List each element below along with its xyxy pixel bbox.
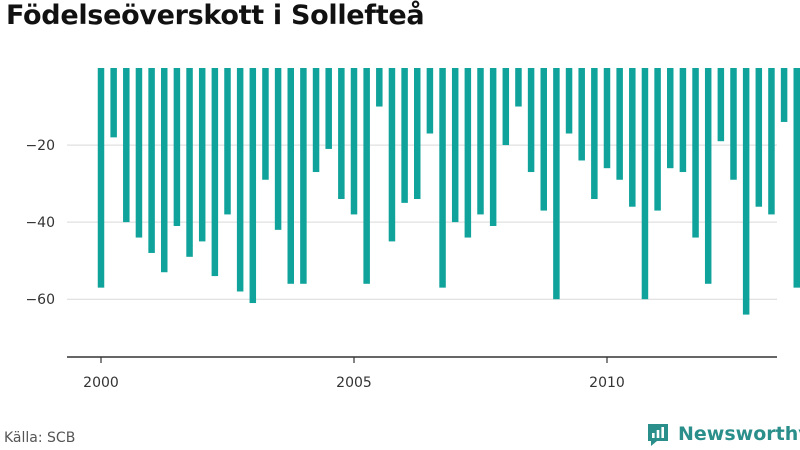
bar xyxy=(300,68,307,284)
bar xyxy=(110,68,117,138)
brand-name: Newsworthy xyxy=(678,423,800,445)
y-tick-label: −20 xyxy=(25,138,55,154)
bar xyxy=(793,68,800,288)
y-axis-labels: −20 −40 −60 xyxy=(25,138,55,308)
bar xyxy=(679,68,687,173)
bar xyxy=(667,68,674,169)
bar-chart: −20−40−60 200020052010201520202025 xyxy=(25,68,800,391)
x-axis-labels: 200020052010201520202025 xyxy=(83,375,625,391)
bar xyxy=(123,68,130,223)
bar xyxy=(338,68,345,200)
bar xyxy=(704,68,712,284)
bar xyxy=(768,68,775,215)
bar xyxy=(148,68,155,253)
bar xyxy=(97,68,105,288)
bar xyxy=(414,68,421,200)
bar xyxy=(692,68,699,238)
bar xyxy=(161,68,168,273)
bar xyxy=(376,68,383,107)
bar xyxy=(489,68,497,226)
bar xyxy=(553,68,560,300)
y-tick-label: −60 xyxy=(25,292,55,308)
bar xyxy=(540,68,547,211)
y-tick-label: −40 xyxy=(25,215,55,231)
bar xyxy=(325,68,332,149)
bar xyxy=(186,68,193,257)
bar xyxy=(641,68,649,300)
bar xyxy=(211,68,219,277)
bar xyxy=(262,68,269,180)
bar xyxy=(742,68,750,315)
bar xyxy=(603,68,611,169)
bar xyxy=(224,68,231,215)
chart-title: Födelseöverskott i Sollefteå xyxy=(6,0,425,31)
bar xyxy=(730,68,737,180)
bar xyxy=(578,68,585,161)
bars xyxy=(97,68,800,315)
bar xyxy=(236,68,244,292)
bar xyxy=(451,68,459,223)
bar xyxy=(312,68,320,173)
bar xyxy=(591,68,598,200)
bar xyxy=(780,68,788,122)
bar xyxy=(477,68,484,215)
bar xyxy=(287,68,294,284)
bar xyxy=(565,68,573,134)
x-tick-label: 2005 xyxy=(336,375,372,391)
bar xyxy=(274,68,282,230)
x-tick-label: 2010 xyxy=(589,375,625,391)
bar xyxy=(654,68,661,211)
bar xyxy=(363,68,370,284)
bar xyxy=(439,68,446,288)
bar xyxy=(717,68,725,142)
brand-logo: Newsworthy xyxy=(645,420,800,448)
source-note: Källa: SCB xyxy=(4,430,76,446)
bar xyxy=(249,68,257,304)
bar xyxy=(527,68,535,173)
x-axis xyxy=(67,356,777,363)
bar xyxy=(515,68,522,107)
bar xyxy=(755,68,763,207)
bar xyxy=(135,68,143,238)
newsworthy-logo-icon xyxy=(648,424,668,446)
bar xyxy=(426,68,434,134)
bar xyxy=(616,68,623,180)
bar xyxy=(388,68,396,242)
bar xyxy=(502,68,510,146)
bar xyxy=(350,68,358,215)
bar xyxy=(173,68,181,226)
bar xyxy=(629,68,636,207)
bar xyxy=(198,68,206,242)
bar xyxy=(464,68,472,238)
x-tick-label: 2000 xyxy=(83,375,119,391)
bar xyxy=(401,68,408,203)
